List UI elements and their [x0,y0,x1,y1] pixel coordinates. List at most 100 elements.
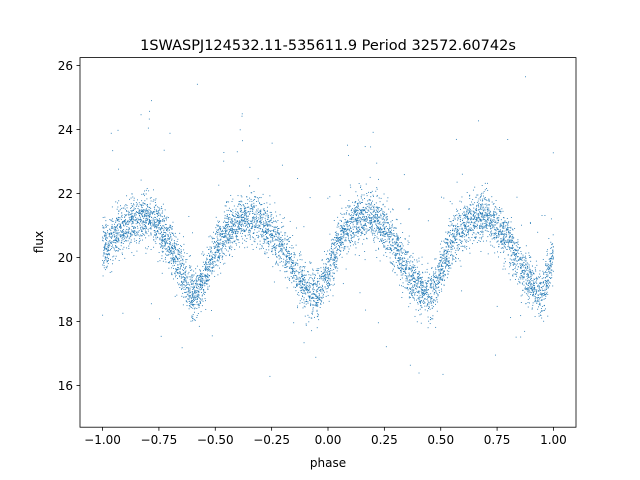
data-point [435,284,436,286]
data-point [330,268,332,269]
data-point [463,211,465,213]
data-point [236,214,238,215]
data-point [159,260,161,262]
data-point [442,272,444,274]
data-point [321,300,323,302]
data-point [307,288,308,290]
data-point [134,215,136,217]
data-point [499,207,500,209]
data-point [192,298,194,300]
data-point [359,210,361,212]
data-point [536,289,538,291]
data-point [459,218,461,220]
data-point [465,212,467,214]
data-point [310,262,312,264]
data-point [318,314,319,316]
data-point [309,197,311,199]
data-point [523,261,525,263]
data-point [314,316,315,318]
data-point [370,217,372,219]
data-point [449,241,451,243]
data-point [211,271,213,273]
data-point [160,206,162,208]
data-point [206,264,208,265]
data-point [350,214,352,216]
data-point [162,247,164,249]
data-point [438,292,440,293]
data-point [392,263,393,265]
data-point [383,239,385,241]
data-point [299,259,301,261]
data-point [449,200,451,202]
data-point [175,262,177,264]
data-point [284,261,286,263]
data-point [280,249,281,251]
data-point [287,276,289,278]
data-point [461,236,463,238]
data-point [255,213,257,215]
data-point [347,251,349,253]
data-point [347,219,349,221]
data-point [502,237,504,239]
data-point [322,280,324,282]
data-point [441,278,443,280]
data-point [286,247,287,249]
data-point [175,255,177,257]
data-point [173,258,175,260]
data-point [181,255,183,257]
data-point [270,225,272,227]
data-point [353,209,355,211]
data-point [497,237,499,238]
data-point [496,232,498,234]
data-point [341,230,343,231]
data-point [162,240,164,242]
data-point [391,229,392,231]
data-point [370,231,372,233]
data-point [510,227,512,229]
data-point [537,299,539,301]
data-point [137,219,139,221]
data-point [284,271,286,273]
data-point [198,306,200,308]
data-point [418,260,420,262]
data-point [413,281,414,282]
data-point [399,259,401,261]
data-point [194,304,196,306]
data-point [520,268,522,270]
data-point [464,215,466,216]
data-point [181,288,182,290]
data-point [120,205,121,207]
data-point [343,233,345,235]
data-point [355,218,356,220]
data-point [349,229,351,231]
data-point [436,287,438,289]
data-point [327,285,329,287]
data-point [112,241,114,243]
data-point [415,269,417,271]
data-point [456,247,458,249]
data-point [160,232,162,233]
data-point [260,216,262,218]
data-point [408,272,410,274]
data-point [337,224,339,226]
data-point [270,211,272,213]
data-point [371,202,372,204]
data-point [201,275,203,277]
data-point [164,238,166,240]
data-point [226,238,228,240]
data-point [268,223,270,225]
data-point [479,213,481,215]
data-point [500,233,502,234]
data-point [241,222,243,224]
data-point [425,289,427,291]
data-point [113,226,115,228]
data-point [538,313,540,315]
data-point [329,285,331,286]
data-point [299,302,301,304]
data-point [199,301,201,303]
data-point [418,277,420,279]
data-point [191,279,193,281]
data-point [229,239,231,241]
data-point [378,228,380,230]
data-point [122,231,124,233]
